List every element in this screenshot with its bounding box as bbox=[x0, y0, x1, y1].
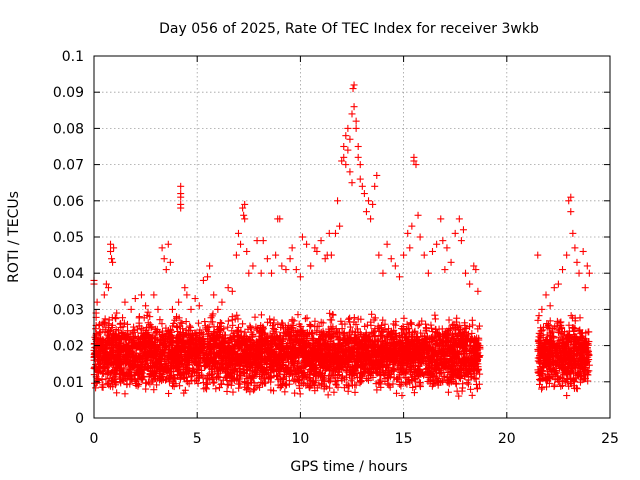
scatter-point bbox=[233, 311, 241, 319]
scatter-point bbox=[92, 325, 100, 333]
scatter-point bbox=[326, 309, 334, 317]
scatter-point bbox=[177, 319, 185, 327]
scatter-point bbox=[452, 379, 460, 387]
scatter-point bbox=[344, 387, 352, 395]
scatter-point bbox=[112, 315, 120, 323]
scatter-point bbox=[291, 389, 299, 397]
scatter-point bbox=[357, 378, 365, 386]
scatter-point bbox=[326, 316, 334, 324]
scatter-point bbox=[303, 314, 311, 322]
scatter-cloud bbox=[90, 308, 593, 400]
scatter-point bbox=[326, 384, 334, 392]
scatter-point bbox=[455, 392, 463, 400]
scatter-point bbox=[120, 319, 128, 327]
scatter-point bbox=[124, 327, 132, 335]
scatter-point bbox=[410, 389, 418, 397]
scatter-point bbox=[165, 389, 173, 397]
scatter-point bbox=[256, 383, 264, 391]
scatter-point bbox=[229, 388, 237, 396]
scatter-point bbox=[444, 388, 452, 396]
scatter-point bbox=[453, 387, 461, 395]
scatter-point bbox=[288, 316, 296, 324]
scatter-point bbox=[250, 386, 258, 394]
scatter-point bbox=[301, 315, 309, 323]
scatter-point bbox=[414, 322, 422, 330]
scatter-point bbox=[345, 315, 353, 323]
scatter-point bbox=[400, 314, 408, 322]
scatter-point bbox=[307, 321, 315, 329]
scatter-point bbox=[351, 388, 359, 396]
scatter-point bbox=[431, 315, 439, 323]
scatter-point bbox=[216, 319, 224, 327]
scatter-point bbox=[468, 391, 476, 399]
scatter-point bbox=[113, 389, 121, 397]
scatter-point bbox=[142, 385, 150, 393]
scatter-point bbox=[123, 320, 131, 328]
scatter-point bbox=[422, 320, 430, 328]
scatter-point bbox=[257, 311, 265, 319]
scatter-point bbox=[227, 381, 235, 389]
scatter-point bbox=[281, 388, 289, 396]
scatter-point bbox=[223, 387, 231, 395]
scatter-point bbox=[92, 384, 100, 392]
scatter-point bbox=[201, 318, 209, 326]
scatter-point bbox=[440, 372, 448, 380]
scatter-point bbox=[469, 321, 477, 329]
scatter-point bbox=[186, 322, 194, 330]
scatter-point bbox=[182, 318, 190, 326]
scatter-point bbox=[251, 313, 259, 321]
scatter-point bbox=[224, 323, 232, 331]
scatter-point bbox=[445, 316, 453, 324]
scatter-point bbox=[534, 316, 542, 324]
scatter-point bbox=[350, 314, 358, 322]
scatter-point bbox=[239, 320, 247, 328]
scatter-point bbox=[416, 383, 424, 391]
scatter-point bbox=[176, 382, 184, 390]
scatter-point bbox=[212, 385, 220, 393]
scatter-point bbox=[224, 317, 232, 325]
scatter-point bbox=[121, 390, 129, 398]
scatter-point bbox=[296, 390, 304, 398]
scatter-point bbox=[195, 319, 203, 327]
scatter-point bbox=[272, 371, 280, 379]
scatter-point bbox=[203, 380, 211, 388]
scatter-point bbox=[431, 311, 439, 319]
